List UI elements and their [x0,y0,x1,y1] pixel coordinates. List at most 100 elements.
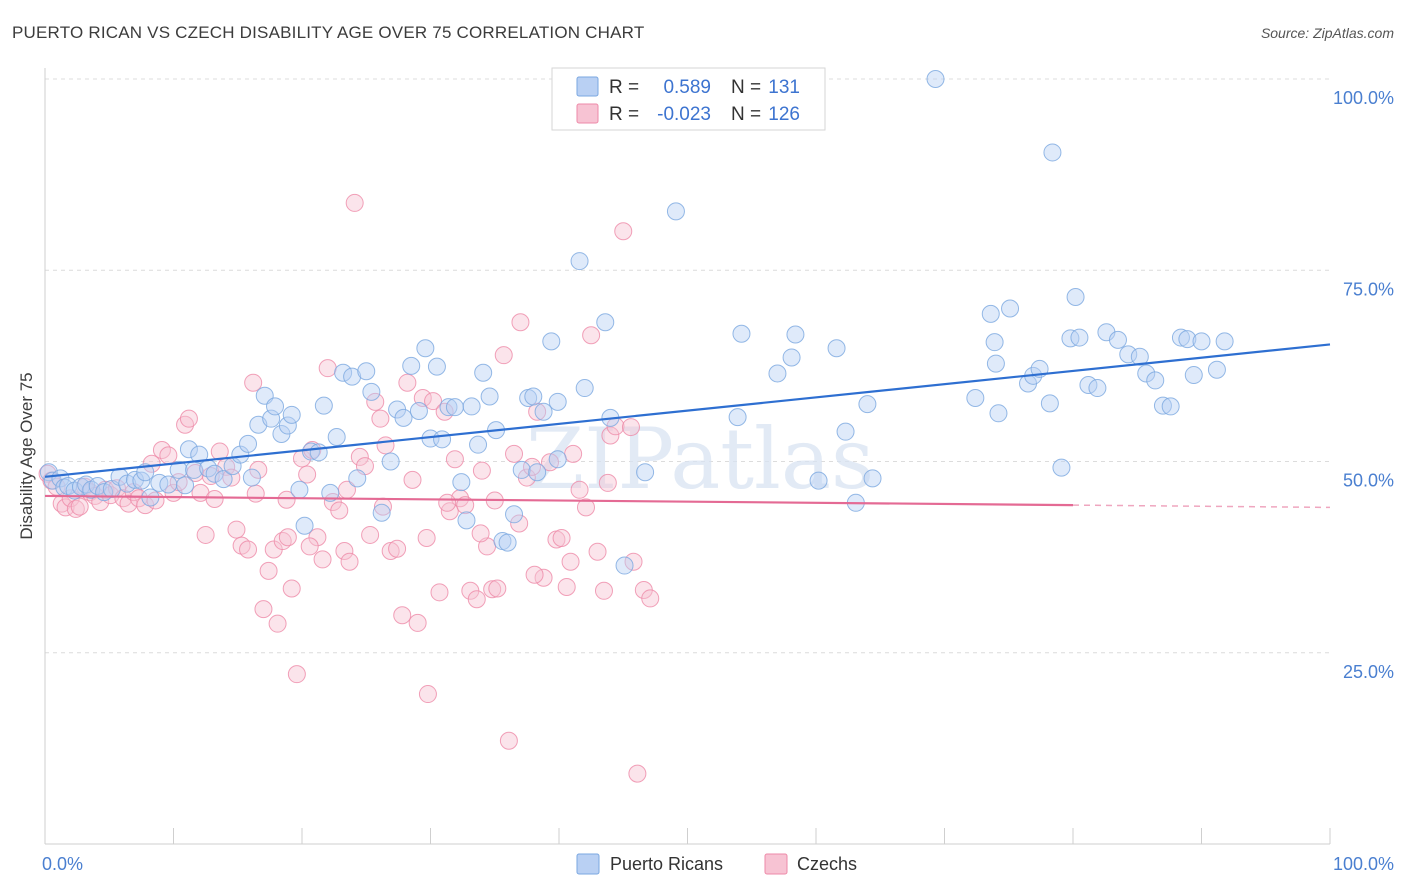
legend-swatch-czechs [576,103,599,124]
czechs-point [398,373,417,392]
chart-source: Source: ZipAtlas.com [1261,25,1394,41]
czechs-point [624,552,643,571]
czechs-point [594,581,613,600]
puerto-ricans-point [768,364,787,383]
data-points [38,70,1234,783]
bottom-legend-label-puerto-ricans: Puerto Ricans [610,854,723,874]
puerto-ricans-point [1001,299,1020,318]
czechs-point [557,577,576,596]
puerto-ricans-point [1215,332,1234,351]
czechs-point [366,392,385,411]
czechs-point [601,426,620,445]
y-tick-labels: 100.0% 75.0% 50.0% 25.0% [1333,88,1394,682]
czechs-point [499,731,518,750]
puerto-ricans-point [282,405,301,424]
puerto-ricans-point [314,396,333,415]
czechs-point [471,524,490,543]
puerto-ricans-point [266,397,285,416]
czechs-point [330,501,349,520]
czechs-point [472,461,491,480]
y-tick-label-50: 50.0% [1343,471,1394,491]
puerto-ricans-point [348,469,367,488]
puerto-ricans-point [615,556,634,575]
bottom-legend-swatch-czechs [764,853,788,875]
czechs-point [576,498,595,517]
puerto-ricans-point [132,471,151,490]
puerto-ricans-point [1161,397,1180,416]
puerto-ricans-point [457,511,476,530]
czechs-point [445,450,464,469]
czechs-point [268,614,287,633]
puerto-ricans-point [1061,329,1080,348]
czechs-point [282,579,301,598]
puerto-ricans-point [262,409,281,428]
puerto-ricans-point [512,460,531,479]
puerto-ricans-point [505,505,524,524]
puerto-ricans-point [985,333,1004,352]
czechs-point [345,193,364,212]
x-tick-label-max: 100.0% [1333,854,1394,874]
puerto-ricans-point [863,469,882,488]
puerto-ricans-point [381,452,400,471]
puerto-ricans-point [1171,328,1190,347]
czechs-point [488,579,507,598]
puerto-ricans-point [1146,371,1165,390]
czechs-point [350,447,369,466]
legend-r-label-2: R = [609,104,639,125]
puerto-ricans-point [362,382,381,401]
czechs-point [277,490,296,509]
puerto-ricans-point [666,202,685,221]
puerto-ricans-point [548,392,567,411]
czechs-point [403,470,422,489]
czechs-point [582,326,601,345]
legend-n-label-1: N = [731,77,761,98]
puerto-ricans-point [416,339,435,358]
puerto-ricans-point [1184,366,1203,385]
puerto-ricans-point [176,476,195,495]
puerto-ricans-point [858,395,877,414]
puerto-ricans-trend-line [44,343,1331,478]
chart-title: PUERTO RICAN VS CZECH DISABILITY AGE OVE… [12,23,644,42]
czechs-trend-line [44,494,1074,507]
czechs-point [418,685,437,704]
czechs-point [159,446,178,465]
czechs-point [300,537,319,556]
czechs-point [308,528,327,547]
puerto-ricans-point [190,445,209,464]
czechs-point [598,473,617,492]
czechs-point [552,529,571,547]
puerto-ricans-point [295,516,314,535]
czechs-point [287,665,306,684]
puerto-ricans-point [445,398,464,417]
puerto-ricans-point [59,476,78,495]
puerto-ricans-point [926,70,945,88]
puerto-ricans-point [469,435,488,454]
czechs-point [525,565,544,584]
czechs-point [408,613,427,632]
watermark: ZIPatlas [526,410,874,508]
czechs-point [335,542,354,561]
puerto-ricans-point [394,408,413,427]
puerto-ricans-point [1043,143,1062,162]
puerto-ricans-point [125,470,144,489]
czechs-point [456,496,475,515]
puerto-ricans-point [782,348,801,367]
puerto-ricans-point [1207,360,1226,379]
puerto-ricans-point [321,483,340,502]
puerto-ricans-point [179,440,198,459]
czechs-point [483,580,502,599]
czechs-point [249,460,268,479]
puerto-ricans-point [1130,347,1149,366]
puerto-ricans-point [290,480,309,499]
puerto-ricans-point [205,464,224,483]
czechs-trend-line-extension [1072,504,1331,509]
czechs-point [430,583,449,602]
czechs-point [438,493,457,512]
czechs-point [239,540,258,559]
czechs-point [467,590,486,609]
gridlines [45,78,1330,654]
puerto-ricans-point [548,450,567,469]
puerto-ricans-point [786,325,805,344]
czechs-point [417,529,436,547]
